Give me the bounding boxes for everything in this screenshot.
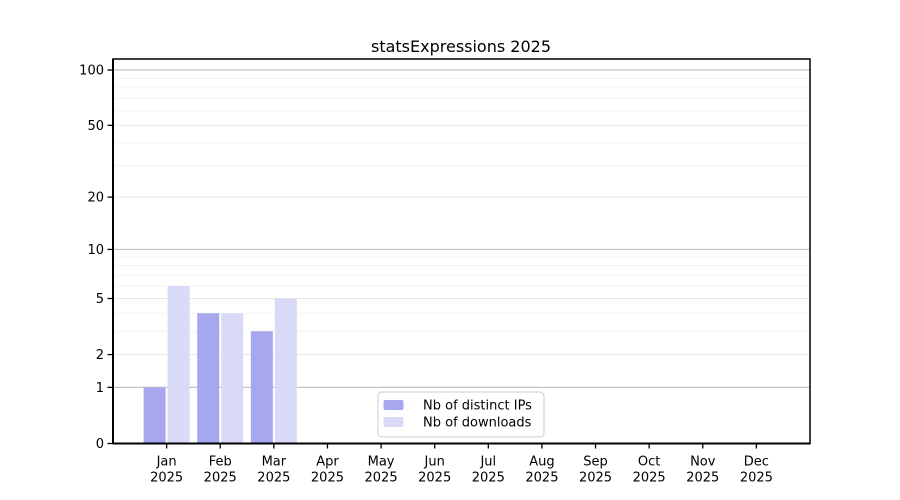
legend: Nb of distinct IPs Nb of downloads <box>377 391 545 438</box>
bar-downloads-feb <box>221 313 244 444</box>
axis-labels: 0 1 2 5 10 20 50 100 Jan 2025 Feb 2025 Mar 2025 Apr 202… <box>79 64 773 486</box>
bar-downloads-jan <box>167 286 190 444</box>
legend-label-1: Nb of downloads <box>423 416 532 431</box>
x-tick-label-oct: Oct 2025 <box>633 455 666 486</box>
x-tick-label-nov: Nov 2025 <box>686 455 719 486</box>
y-tick-label-5: 5 <box>96 292 104 307</box>
chart-title: statsExpressions 2025 <box>371 37 551 56</box>
x-tick-label-apr: Apr 2025 <box>311 455 344 486</box>
legend-label-0: Nb of distinct IPs <box>423 399 532 414</box>
x-tick-label-aug: Aug 2025 <box>525 455 558 486</box>
x-tick-label-jul: Jul 2025 <box>472 455 505 486</box>
x-tick-label-feb: Feb 2025 <box>204 455 237 486</box>
bar-distinct-ips-jan <box>143 387 166 444</box>
y-tick-label-100: 100 <box>79 64 104 79</box>
x-tick-label-jan: Jan 2025 <box>150 455 183 486</box>
y-tick-label-2: 2 <box>96 348 104 363</box>
legend-swatch-1 <box>383 417 404 427</box>
x-tick-label-dec: Dec 2025 <box>740 455 773 486</box>
y-tick-label-50: 50 <box>87 119 104 134</box>
axes <box>107 58 811 449</box>
y-tick-label-1: 1 <box>96 381 104 396</box>
gridlines <box>113 69 810 389</box>
legend-box <box>377 391 545 438</box>
x-tick-label-mar: Mar 2025 <box>257 455 290 486</box>
bar-distinct-ips-feb <box>197 313 220 444</box>
x-tick-label-jun: Jun 2025 <box>418 455 451 486</box>
x-tick-label-sep: Sep 2025 <box>579 455 612 486</box>
y-tick-label-0: 0 <box>96 437 104 452</box>
y-tick-label-10: 10 <box>87 243 104 258</box>
y-tick-label-20: 20 <box>87 191 104 206</box>
bar-downloads-mar <box>274 298 297 444</box>
x-tick-label-may: May 2025 <box>365 455 398 486</box>
bars <box>143 286 297 444</box>
bar-distinct-ips-mar <box>250 331 273 444</box>
legend-swatch-0 <box>383 400 404 410</box>
